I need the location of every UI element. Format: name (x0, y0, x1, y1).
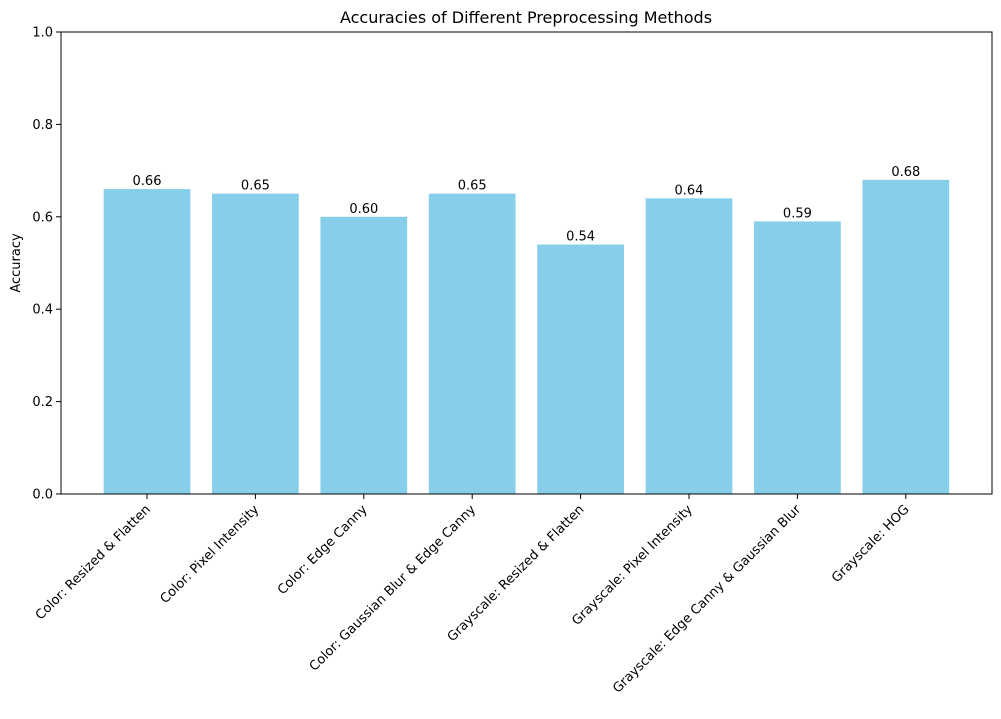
bar-2 (212, 193, 299, 494)
x-tick-label-7: Grayscale: Edge Canny & Gaussian Blur (610, 502, 805, 697)
y-tick-label-1: 0.0 (32, 488, 53, 503)
y-axis: 0.0 0.2 0.4 0.6 0.8 1.0 (32, 26, 61, 503)
data-label-2: 0.65 (241, 179, 270, 194)
x-tick-label-3: Color: Edge Canny (275, 502, 371, 598)
x-tick-label-6: Grayscale: Pixel Intensity (569, 502, 696, 629)
x-tick-label-4: Color: Gaussian Blur & Edge Canny (307, 502, 479, 674)
bar-4 (428, 193, 516, 494)
x-tick-label-1: Color: Resized & Flatten (33, 502, 154, 623)
plot-frame (60, 31, 993, 495)
y-axis-label: Accuracy (9, 233, 24, 293)
data-label-1: 0.66 (133, 174, 162, 189)
bars-layer (103, 179, 950, 495)
data-label-7: 0.59 (783, 206, 812, 221)
chart-title: Accuracies of Different Preprocessing Me… (340, 8, 712, 27)
bar-5 (537, 244, 624, 494)
x-tick-label-2: Color: Pixel Intensity (158, 502, 263, 607)
data-labels-layer: 0.66 0.65 0.60 0.65 0.54 0.64 0.59 0.68 (133, 165, 921, 245)
y-tick-label-6: 1.0 (32, 26, 53, 41)
y-tick-label-5: 0.8 (32, 118, 53, 133)
bar-8 (862, 179, 950, 494)
bar-6 (645, 198, 733, 494)
data-label-4: 0.65 (458, 179, 487, 194)
data-label-6: 0.64 (675, 183, 704, 198)
data-label-3: 0.60 (349, 202, 378, 217)
y-tick-label-3: 0.4 (32, 303, 53, 318)
data-label-8: 0.68 (891, 165, 920, 180)
y-tick-label-4: 0.6 (32, 210, 53, 225)
bar-3 (320, 216, 408, 495)
bar-7 (754, 221, 841, 495)
x-axis: Color: Resized & Flatten Color: Pixel Int… (33, 494, 913, 696)
x-tick-label-8: Grayscale: HOG (829, 502, 913, 586)
bar-1 (103, 189, 191, 494)
data-label-5: 0.54 (566, 230, 595, 245)
y-tick-label-2: 0.2 (32, 395, 53, 410)
